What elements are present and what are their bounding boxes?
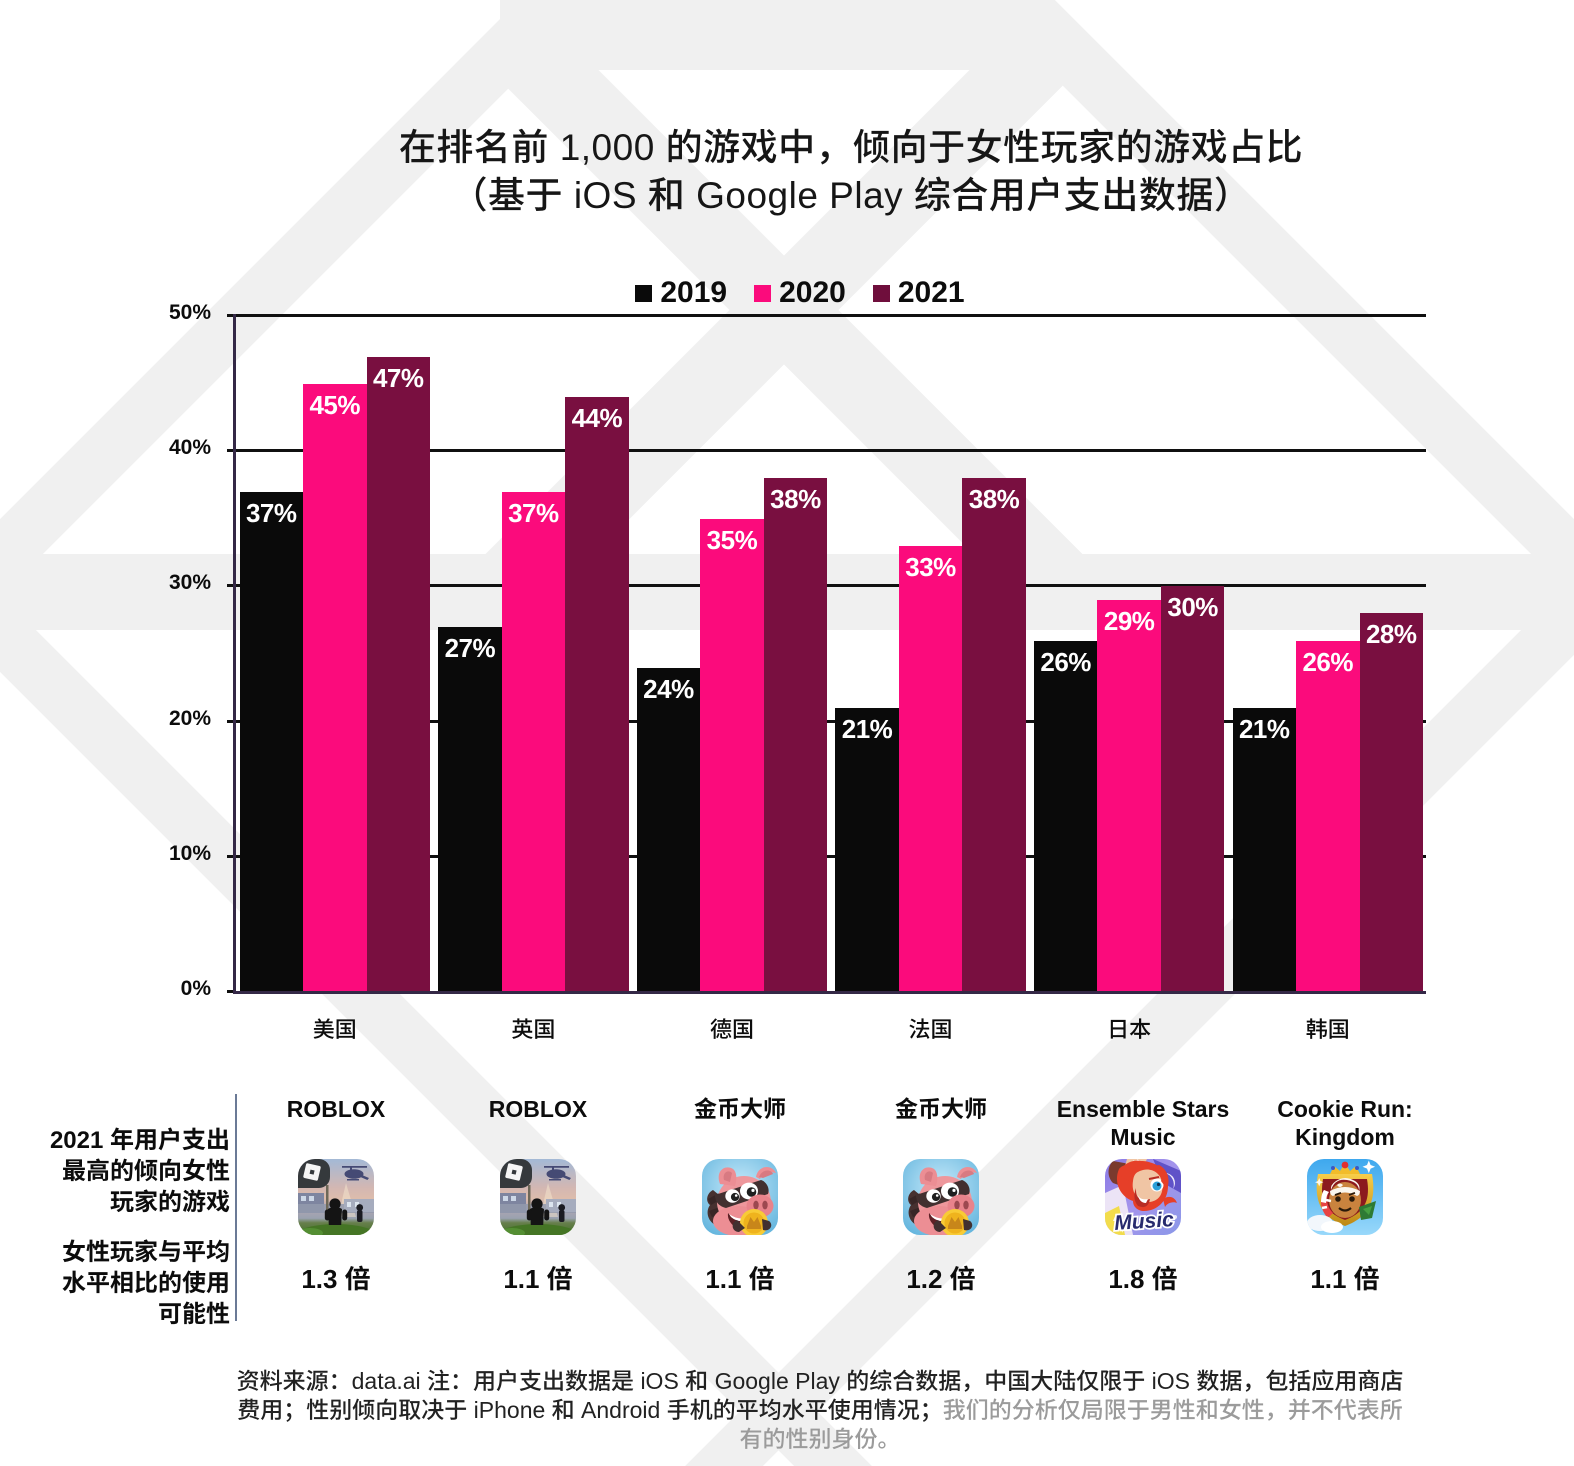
- svg-text:Music: Music: [1114, 1208, 1175, 1235]
